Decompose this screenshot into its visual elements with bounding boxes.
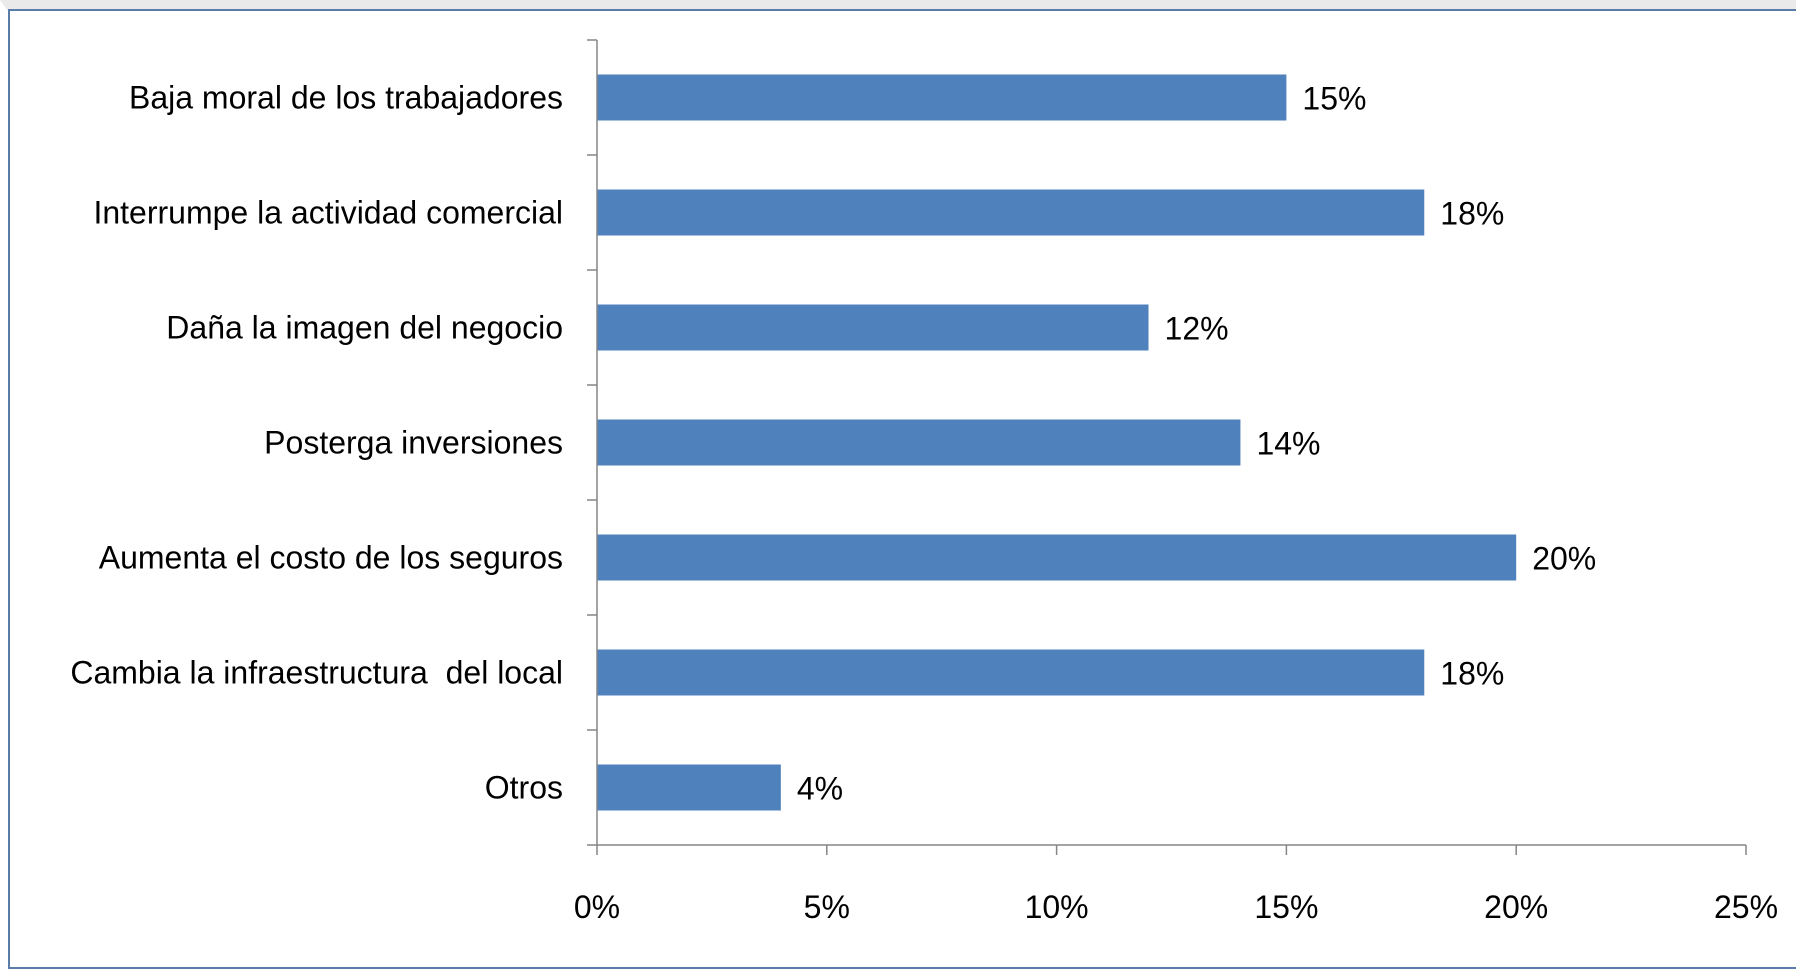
bar (597, 764, 781, 811)
x-tick-label: 0% (574, 889, 620, 925)
bar (597, 304, 1149, 351)
x-tick-label: 15% (1254, 889, 1318, 925)
data-label: 15% (1302, 81, 1366, 117)
category-label: Baja moral de los trabajadores (129, 80, 563, 116)
bar (597, 649, 1425, 696)
category-label: Interrumpe la actividad comercial (93, 195, 563, 231)
chart-frame (0, 0, 1796, 11)
bar (597, 189, 1425, 236)
x-tick-label: 10% (1025, 889, 1089, 925)
x-tick-label: 25% (1714, 889, 1778, 925)
data-label: 20% (1532, 541, 1596, 577)
x-tick-label: 20% (1484, 889, 1548, 925)
bar-chart: 0% 5% 10% 15% 20% 25% Baja moral de los trabaj… (70, 39, 1778, 926)
bars-layer (597, 74, 1517, 811)
data-label: 18% (1440, 656, 1504, 692)
category-label: Cambia la infraestructura del local (70, 655, 563, 691)
bar (597, 534, 1517, 581)
bar (597, 74, 1287, 121)
data-label: 14% (1256, 426, 1320, 462)
bar (597, 419, 1241, 466)
axes-layer (587, 39, 1747, 855)
data-label: 4% (797, 771, 843, 807)
category-label: Otros (485, 770, 563, 806)
category-label: Daña la imagen del negocio (166, 310, 563, 346)
category-label: Posterga inversiones (264, 425, 563, 461)
labels-layer: 0% 5% 10% 15% 20% 25% Baja moral de los trabaj… (70, 80, 1778, 926)
data-label: 12% (1165, 311, 1229, 347)
category-label: Aumenta el costo de los seguros (99, 540, 563, 576)
data-label: 18% (1440, 196, 1504, 232)
x-tick-label: 5% (804, 889, 850, 925)
